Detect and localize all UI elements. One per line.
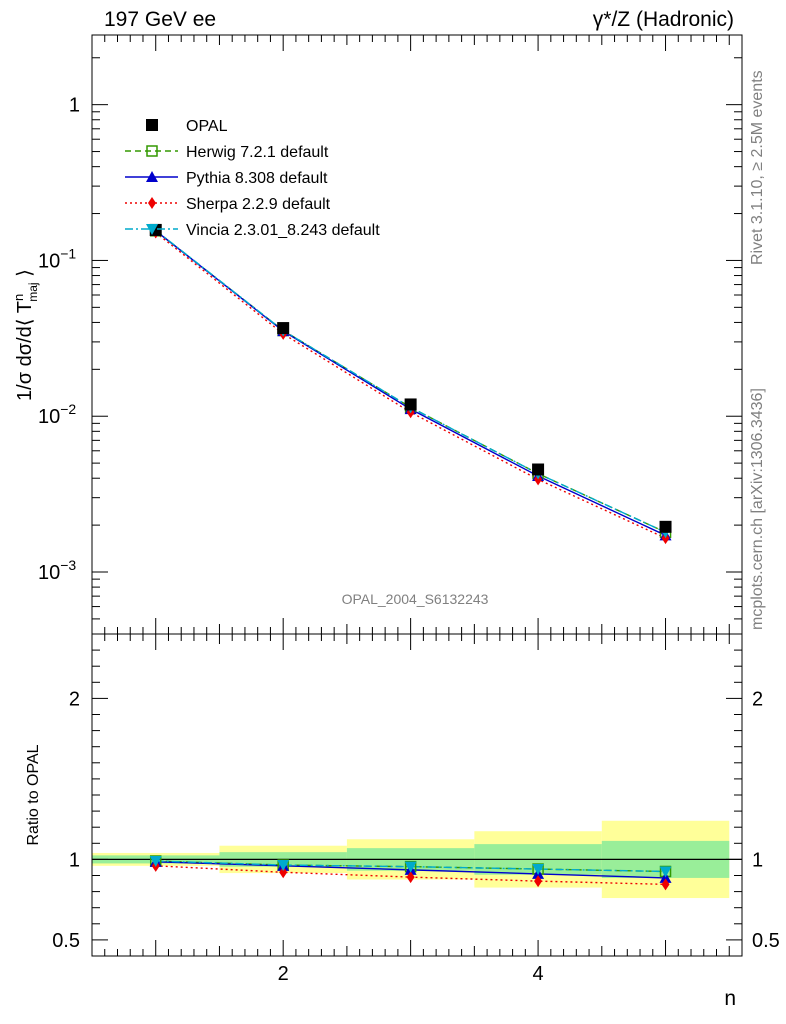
ratio-y-tick-label-right: 2 xyxy=(752,688,763,710)
main-y-tick-label: 1 xyxy=(69,95,80,117)
plot-title-left: 197 GeV ee xyxy=(104,8,216,31)
legend-label-vincia-2-3-01-8-243-default: Vincia 2.3.01_8.243 default xyxy=(186,222,380,239)
point-opal-3 xyxy=(404,398,417,411)
legend-marker-herwig-7-2-1-default xyxy=(146,145,158,157)
point-opal-5 xyxy=(659,520,672,533)
series-line-herwig-7-2-1-default xyxy=(155,230,666,533)
x-tick-label: 2 xyxy=(278,963,289,985)
main-panel-markers xyxy=(149,223,672,545)
ratio-panel-frame xyxy=(91,633,743,957)
ratio-point-sherpa-2-2-9-default-4 xyxy=(534,875,543,888)
ratio-y-tick-label-left: 1 xyxy=(69,849,80,871)
ratio-point-vincia-2-3-01-8-243-default-1 xyxy=(149,856,162,868)
legend-label-sherpa-2-2-9-default: Sherpa 2.2.9 default xyxy=(186,196,331,213)
main-y-tick-label: 10−1 xyxy=(38,245,76,272)
ratio-y-tick-label-left: 0.5 xyxy=(52,930,80,952)
ratio-panel-markers xyxy=(149,855,672,891)
legend-label-opal: OPAL xyxy=(186,118,228,135)
legend-marker-vincia-2-3-01-8-243-default xyxy=(146,224,158,235)
legend: OPAL Herwig 7.2.1 default Pythia 8.308 def… xyxy=(125,118,380,239)
series-line-pythia-8-308-default xyxy=(155,230,666,536)
svg-text:1/σ dσ/d⟨ Tnmaj ⟩: 1/σ dσ/d⟨ Tnmaj ⟩ xyxy=(11,269,40,401)
plot-title-right: γ*/Z (Hadronic) xyxy=(593,8,734,31)
legend-marker-sherpa-2-2-9-default xyxy=(148,197,156,209)
ratio-y-axis-label: Ratio to OPAL xyxy=(25,744,42,845)
ratio-panel-border xyxy=(91,633,743,957)
ratio-y-tick-label-left: 2 xyxy=(69,688,80,710)
mcplots-label: mcplots.cern.ch [arXiv:1306.3436] xyxy=(749,388,766,630)
ratio-point-vincia-2-3-01-8-243-default-2 xyxy=(277,860,290,872)
analysis-watermark: OPAL_2004_S6132243 xyxy=(342,591,489,607)
point-opal-2 xyxy=(277,322,290,335)
rivet-version-label: Rivet 3.1.10, ≥ 2.5M events xyxy=(749,70,766,265)
legend-marker-pythia-8-308-default xyxy=(146,171,158,182)
ratio-point-vincia-2-3-01-8-243-default-5 xyxy=(659,866,672,878)
legend-marker-opal xyxy=(146,119,158,131)
ratio-y-tick-label-right: 1 xyxy=(752,849,763,871)
main-panel-series xyxy=(155,229,666,539)
main-y-axis-label: 1/σ dσ/d⟨ Tnmaj ⟩ xyxy=(11,269,40,401)
ratio-y-tick-label-right: 0.5 xyxy=(752,930,780,952)
ratio-point-sherpa-2-2-9-default-2 xyxy=(279,866,288,879)
x-axis-label: n xyxy=(724,987,736,1010)
ratio-panel-ticks: 0.5 0.5 1 1 2 2 2 4 xyxy=(52,633,780,985)
series-line-vincia-2-3-01-8-243-default xyxy=(155,229,666,533)
series-line-sherpa-2-2-9-default xyxy=(155,232,666,539)
legend-label-pythia-8-308-default: Pythia 8.308 default xyxy=(186,170,328,187)
ratio-point-sherpa-2-2-9-default-3 xyxy=(406,871,415,884)
main-y-tick-label: 10−3 xyxy=(38,557,76,584)
main-y-tick-label: 10−2 xyxy=(38,401,76,428)
ratio-point-vincia-2-3-01-8-243-default-4 xyxy=(532,864,545,876)
point-opal-4 xyxy=(532,463,545,476)
ratio-line-vincia-2-3-01-8-243-default xyxy=(155,860,666,873)
x-tick-label: 4 xyxy=(533,963,544,985)
ratio-uncertainty-bands xyxy=(92,820,742,899)
ratio-point-sherpa-2-2-9-default-5 xyxy=(661,878,670,891)
legend-label-herwig-7-2-1-default: Herwig 7.2.1 default xyxy=(186,144,329,161)
ratio-point-vincia-2-3-01-8-243-default-3 xyxy=(404,861,417,873)
main-panel-ticks: 10−3 10−2 10−1 1 xyxy=(38,35,742,635)
